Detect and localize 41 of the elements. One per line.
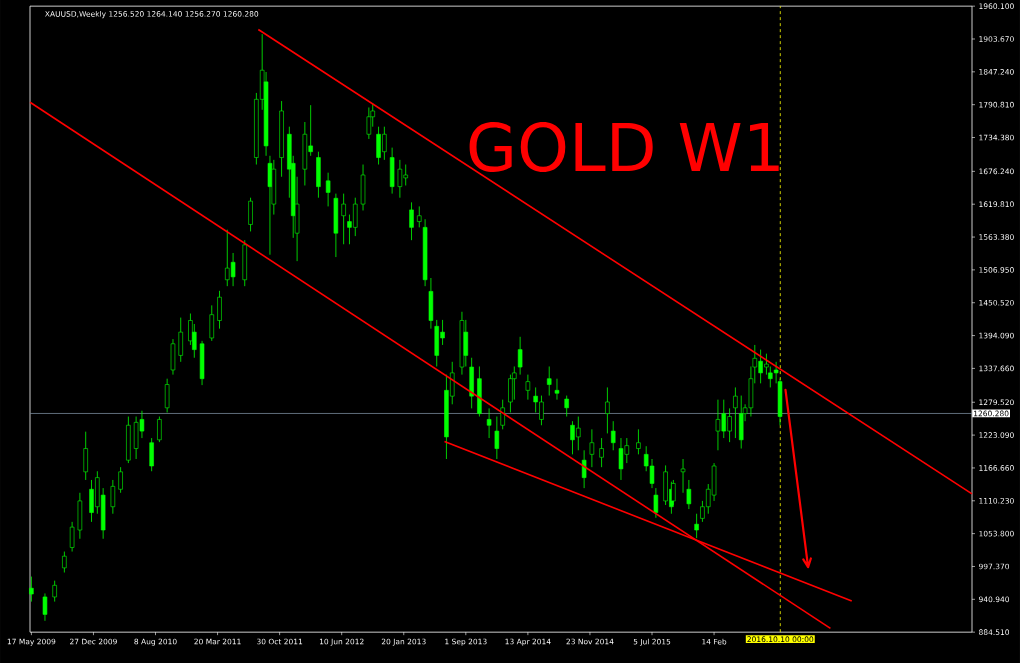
candlestick — [554, 378, 560, 400]
annotation: GOLD W1 — [469, 121, 779, 172]
candlestick — [409, 201, 414, 241]
candlestick — [733, 386, 738, 439]
candlestick — [157, 416, 162, 443]
candlestick — [564, 395, 569, 417]
candlestick — [525, 374, 531, 400]
candlestick — [29, 576, 34, 602]
candlestick — [680, 458, 686, 494]
candlestick — [517, 336, 523, 375]
candlestick — [636, 428, 641, 455]
candlestick — [366, 107, 372, 140]
candlestick — [546, 366, 552, 396]
candlestick — [610, 420, 616, 451]
candlestick — [248, 197, 253, 232]
candlestick — [42, 592, 48, 622]
candlestick — [69, 521, 75, 552]
candlestick — [599, 437, 604, 468]
candlestick — [605, 386, 610, 434]
candlestick — [653, 487, 659, 519]
candlestick — [325, 172, 331, 207]
candlestick — [417, 205, 422, 228]
candlestick — [500, 399, 505, 430]
candlestick — [463, 319, 469, 367]
candlestick — [581, 449, 587, 489]
candlestick — [164, 378, 170, 413]
candlestick — [686, 479, 692, 510]
candlestick — [110, 479, 116, 515]
candlestick — [118, 466, 123, 494]
candlestick — [494, 416, 500, 460]
candlestick — [341, 193, 346, 245]
candlestick — [149, 437, 154, 472]
candlestick — [209, 304, 214, 342]
candlestick — [178, 317, 183, 363]
candlestick — [217, 290, 222, 329]
candlestick — [52, 580, 57, 602]
candlestick — [83, 431, 88, 481]
candlestick — [694, 513, 699, 539]
candlestick — [486, 407, 492, 439]
candlestick — [589, 428, 595, 468]
candlestick — [62, 551, 67, 573]
